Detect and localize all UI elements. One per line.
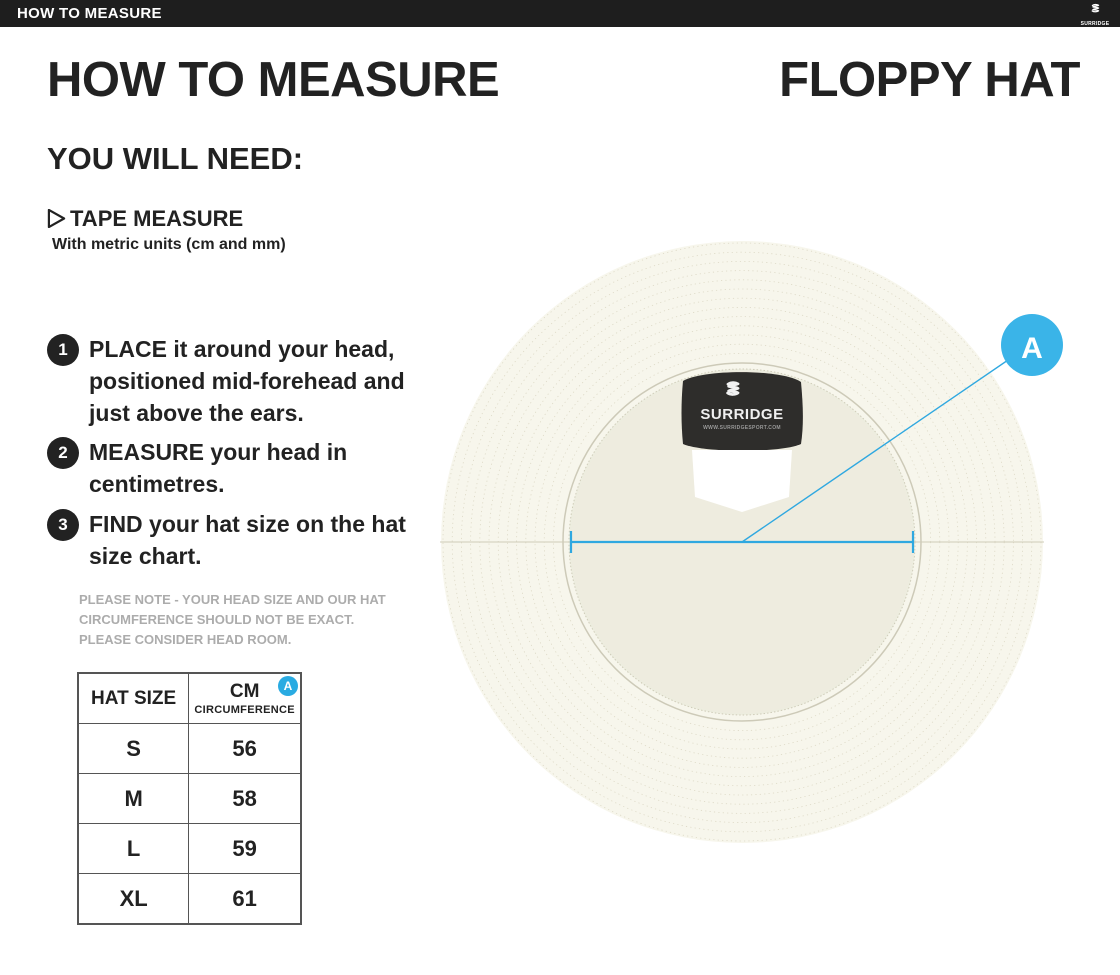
svg-text:SURRIDGE: SURRIDGE: [700, 406, 783, 423]
svg-text:A: A: [1021, 332, 1043, 365]
svg-text:WWW.SURRIDGESPORT.COM: WWW.SURRIDGESPORT.COM: [703, 425, 781, 431]
